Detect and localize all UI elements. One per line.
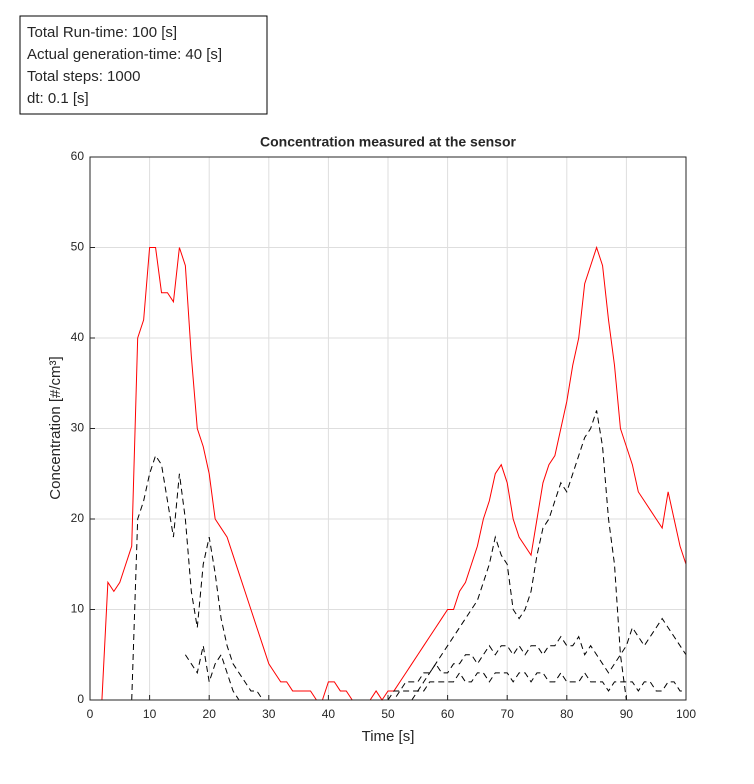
x-tick-label: 20 — [203, 707, 217, 721]
y-tick-label: 0 — [77, 692, 84, 706]
x-tick-label: 50 — [381, 707, 395, 721]
data-line — [90, 245, 687, 701]
data-line — [411, 410, 627, 701]
x-tick-label: 80 — [560, 707, 574, 721]
x-tick-label: 30 — [262, 707, 276, 721]
y-tick-label: 20 — [71, 511, 85, 525]
info-text: Total Run-time: 100 [s] — [27, 24, 177, 41]
y-axis-label: Concentration [#/cm³] — [47, 356, 64, 499]
plot-area: 0 10 20 30 40 50 60 70 80 90 100 0 10 20 30 40 50 60 — [71, 149, 697, 721]
y-tick-label: 60 — [71, 149, 85, 163]
y-tick-label: 50 — [71, 240, 85, 254]
data-line — [387, 617, 687, 701]
y-tick-label: 30 — [71, 421, 85, 435]
x-tick-label: 60 — [441, 707, 455, 721]
info-text: dt: 0.1 [s] — [27, 90, 89, 107]
y-tick-label: 10 — [71, 602, 85, 616]
y-tick-label: 40 — [71, 330, 85, 344]
chart-title: Concentration measured at the sensor — [260, 134, 517, 150]
x-tick-label: 0 — [87, 707, 94, 721]
data-line — [184, 645, 240, 701]
x-tick-label: 100 — [676, 707, 696, 721]
info-text: Total steps: 1000 — [27, 68, 140, 85]
data-line — [131, 454, 264, 701]
x-tick-label: 10 — [143, 707, 157, 721]
x-tick-label: 90 — [620, 707, 634, 721]
x-axis-label: Time [s] — [362, 728, 415, 745]
axes-box — [89, 156, 687, 701]
x-tick-label: 70 — [501, 707, 515, 721]
info-box — [19, 15, 268, 115]
info-text: Actual generation-time: 40 [s] — [27, 46, 222, 63]
data-line — [388, 671, 686, 701]
x-tick-label: 40 — [322, 707, 336, 721]
